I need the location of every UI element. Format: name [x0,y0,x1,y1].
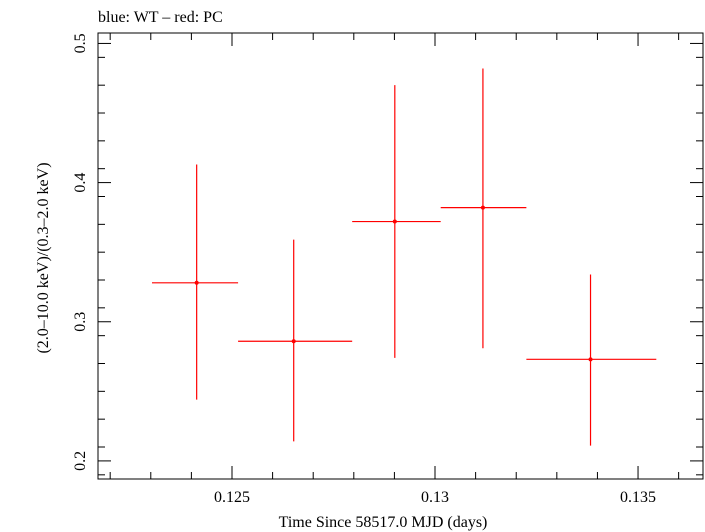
x-tick-label: 0.135 [620,489,656,506]
data-point [291,339,296,344]
y-tick-label: 0.3 [72,312,89,332]
data-point [588,357,593,362]
data-point [194,280,199,285]
y-tick-label: 0.5 [72,33,89,53]
plot-frame [97,32,704,480]
data-point [392,219,397,224]
y-tick-label: 0.2 [72,451,89,471]
axis-ticks: 0.125 0.13 0.135 0.2 0.3 0.4 0.5 [72,33,703,506]
y-axis-label: (2.0–10.0 keV)/(0.3–2.0 keV) [35,162,52,353]
y-tick-label: 0.4 [72,173,89,193]
data-point [480,205,485,210]
x-tick-label: 0.125 [214,489,250,506]
x-axis-label: Time Since 58517.0 MJD (days) [279,514,488,531]
x-tick-label: 0.13 [421,489,449,506]
series-pc [152,68,657,446]
chart-title: blue: WT – red: PC [98,9,223,26]
